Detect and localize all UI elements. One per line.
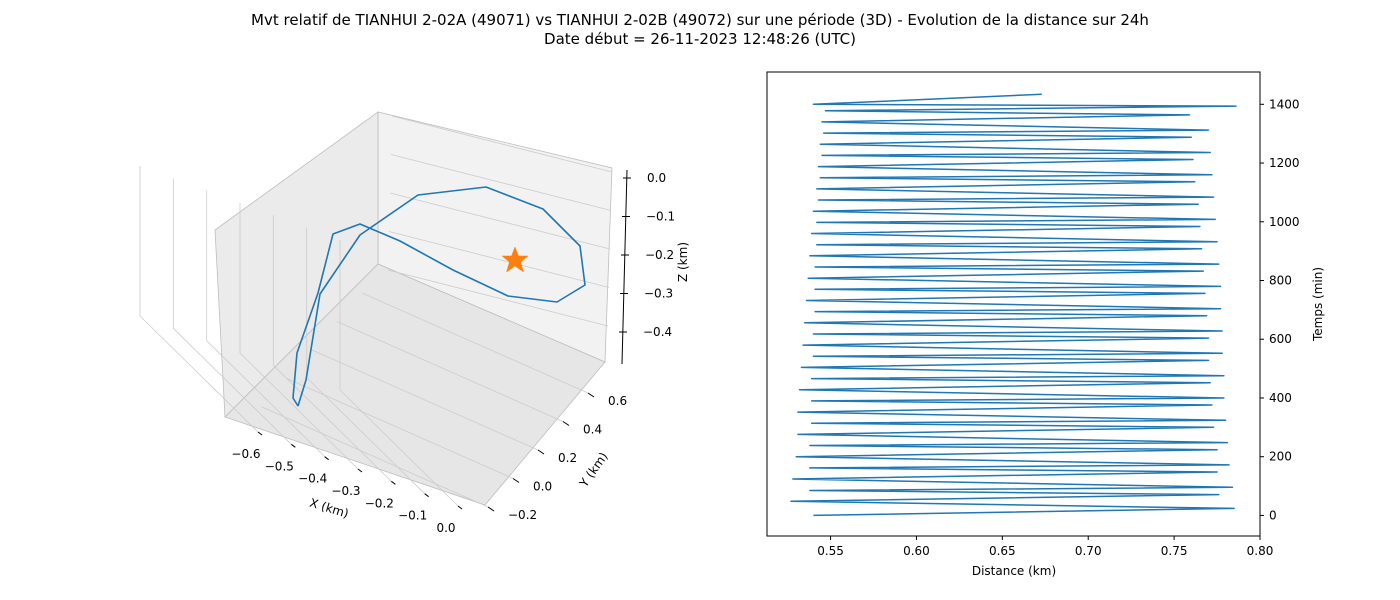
x-tick-label: −0.6 (231, 447, 260, 461)
y-tick-mark (562, 421, 570, 426)
axes-3d-ticks: −0.6 −0.5 −0.4 −0.3 −0.2 −0.1 0.0 −0.2 0.0 0.2 0.4… (231, 171, 675, 535)
y-tick-label: 0.2 (558, 451, 577, 465)
grid-line-z (387, 269, 609, 327)
z-tick-label: −0.4 (643, 325, 672, 339)
figure-title-line1: Mvt relatif de TIANHUI 2-02A (49071) vs … (251, 11, 1149, 29)
figure-title-line2: Date début = 26-11-2023 12:48:26 (UTC) (544, 30, 856, 48)
grid-line-x (206, 340, 325, 457)
y-tick-label: 200 (1269, 450, 1292, 464)
y-tick-label: −0.2 (508, 508, 537, 522)
x-tick-label: 0.75 (1161, 544, 1188, 558)
z-tick-label: −0.1 (646, 210, 675, 224)
y-axis-label: Temps (min) (1311, 267, 1325, 342)
grid-line-x (273, 365, 392, 482)
z-axis-label: Z (km) (676, 242, 690, 282)
y-tick-label: 0.0 (533, 480, 552, 494)
x-tick-mark (291, 443, 296, 448)
x-tick-label: 0.70 (1075, 544, 1102, 558)
y-tick-mark (587, 392, 595, 398)
x-tick-label: −0.4 (298, 472, 327, 486)
x-tick-label: 0.55 (817, 544, 844, 558)
pane-floor (224, 263, 606, 506)
grid-line-z (390, 154, 612, 211)
x-tick-mark (257, 431, 263, 436)
grid-line-y (311, 349, 539, 451)
y-tick-mark (537, 449, 545, 455)
trajectory-line (292, 186, 586, 407)
grid-line-y (361, 292, 589, 394)
y-tick-mark (487, 506, 495, 512)
grid-line-x (306, 377, 425, 494)
x-tick-label: 0.65 (989, 544, 1016, 558)
y-tick-label: 1400 (1269, 97, 1300, 111)
y-axis-label: Y (km) (576, 450, 611, 491)
distance-series-line (790, 93, 1237, 517)
grid-line-x (139, 315, 259, 433)
trajectory-3d-plot: −0.6 −0.5 −0.4 −0.3 −0.2 −0.1 0.0 −0.2 0.0 0.2 0.4… (139, 111, 690, 535)
x-tick-label: 0.0 (436, 521, 455, 535)
x-tick-label: −0.5 (265, 459, 294, 473)
y-tick-label: 1000 (1269, 215, 1300, 229)
axes-3d-grid (139, 115, 613, 508)
x-tick-mark (324, 456, 329, 461)
grid-line-x (239, 352, 359, 470)
y-tick-label: 0.6 (608, 394, 627, 408)
x-tick-label: −0.1 (398, 509, 427, 523)
x-tick-label: 0.60 (903, 544, 930, 558)
z-tick-label: −0.2 (645, 248, 674, 262)
y-tick-label: 400 (1269, 391, 1292, 405)
axes-3d-panes (214, 111, 613, 506)
x-tick-label: −0.3 (331, 484, 360, 498)
grid-line-x (173, 328, 292, 445)
y-axis-ticks: 0 200 400 600 800 1000 1200 1400 (1260, 97, 1300, 522)
x-axis-label: Distance (km) (972, 564, 1056, 578)
x-tick-mark (424, 493, 429, 498)
z-axis-line (621, 169, 628, 365)
grid-line-y (286, 378, 514, 479)
distance-time-plot: 0.55 0.60 0.65 0.70 0.75 0.80 0 200 400 600 800 10… (766, 71, 1325, 578)
grid-line-x (339, 389, 459, 507)
y-tick-label: 0 (1269, 508, 1277, 522)
grid-line-z (391, 115, 613, 173)
y-tick-label: 1200 (1269, 156, 1300, 170)
x-tick-mark (357, 468, 363, 473)
grid-line-y (261, 406, 489, 508)
grid-line-y (336, 321, 564, 422)
x-tick-label: −0.2 (365, 496, 394, 510)
grid-line-z (388, 231, 610, 288)
y-tick-label: 800 (1269, 274, 1292, 288)
x-tick-mark (391, 480, 396, 485)
z-tick-label: −0.3 (644, 287, 673, 301)
z-tick-label: 0.0 (647, 171, 666, 185)
x-tick-mark (457, 505, 463, 510)
z-axis (621, 169, 628, 365)
y-tick-label: 600 (1269, 332, 1292, 346)
reference-star-marker (501, 246, 529, 273)
x-tick-label: 0.80 (1247, 544, 1274, 558)
y-tick-label: 0.4 (583, 423, 602, 437)
y-tick-mark (512, 478, 520, 483)
x-axis-ticks: 0.55 0.60 0.65 0.70 0.75 0.80 (817, 536, 1273, 558)
x-axis-label: X (km) (308, 496, 350, 521)
